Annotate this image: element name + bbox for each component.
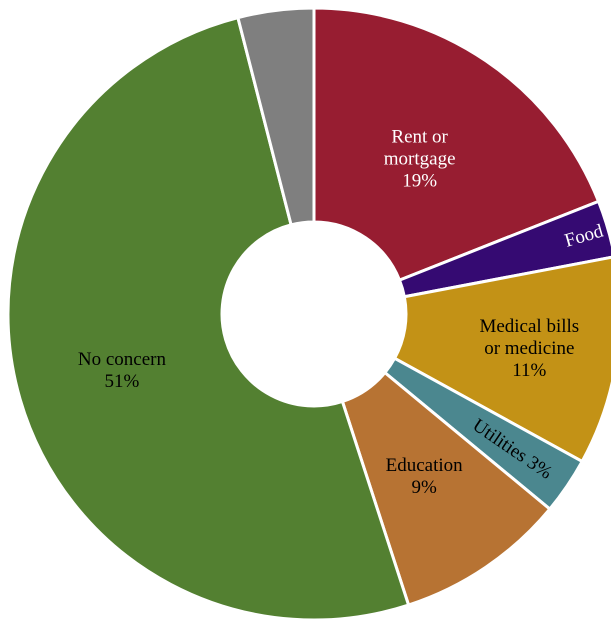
slice-label-line: 19%	[402, 171, 437, 192]
slice-rent-or-mortgage	[312, 6, 601, 282]
slice-no-concern	[6, 16, 411, 619]
slice-label-line: Education	[386, 455, 464, 476]
slice-label-no-concern: No concern 51%	[78, 349, 167, 392]
slice-label-line: Medical bills	[479, 316, 579, 337]
slice-label-line: 9%	[412, 477, 438, 498]
slice-label-line: 51%	[105, 371, 140, 392]
slice-label-line: No concern	[78, 349, 167, 370]
slice-label-line: 11%	[512, 360, 546, 381]
slice-label-medical-bills-or-medicine: Medical bills or medicine 11%	[479, 316, 579, 381]
slice-label-line: or medicine	[484, 338, 574, 359]
slice-education	[340, 371, 552, 607]
slice-label-education: Education 9%	[386, 455, 464, 498]
slice-label-line: mortgage	[384, 149, 456, 170]
slice-label-rent-or-mortgage: Rent or mortgage 19%	[384, 127, 456, 192]
slice-medical-bills-or-medicine	[393, 255, 611, 463]
slice-label-line: Rent or	[391, 127, 448, 148]
slice-other	[236, 6, 316, 227]
